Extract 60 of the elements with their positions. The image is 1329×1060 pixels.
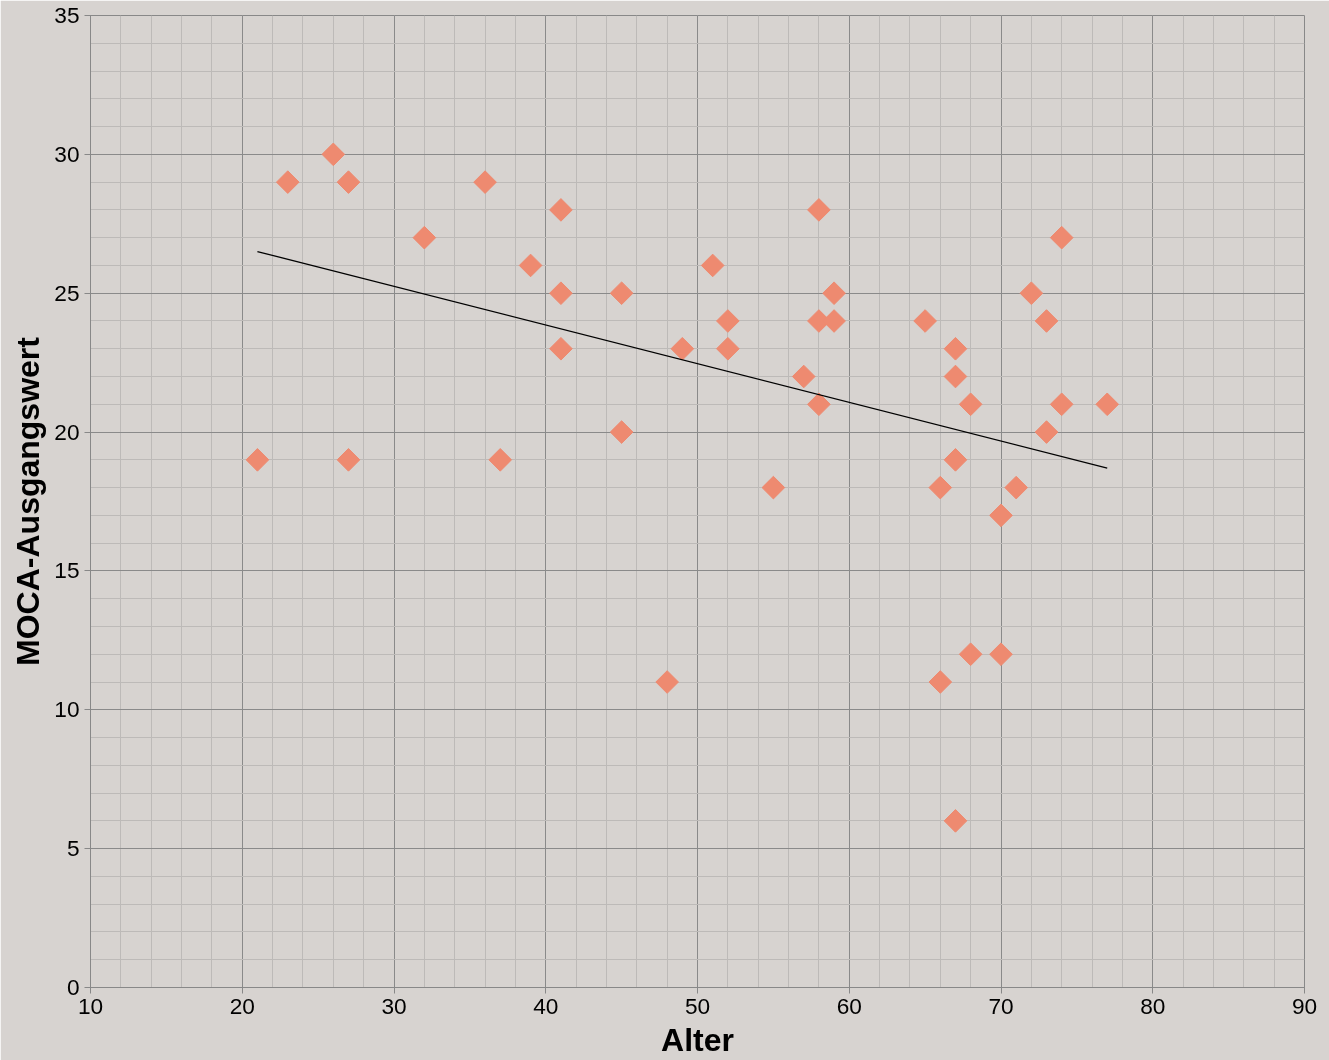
point (958, 392, 983, 417)
y-tick-label: 10 (54, 696, 80, 723)
point (518, 253, 543, 278)
point (791, 364, 816, 389)
y-tick-label: 15 (54, 557, 80, 584)
point (958, 642, 983, 667)
y-axis-title: MOCA-Ausgangswert (10, 336, 47, 666)
point (1004, 475, 1028, 500)
point (245, 448, 270, 472)
y-tick-label: 25 (54, 279, 80, 306)
point (989, 503, 1013, 528)
point (1034, 309, 1059, 333)
y-tick-label: 35 (54, 2, 80, 28)
point (716, 309, 740, 333)
x-tick-label: 90 (1291, 992, 1318, 1019)
point (412, 225, 437, 250)
x-tick-label: 60 (836, 992, 862, 1019)
point (336, 448, 361, 472)
point (943, 336, 968, 361)
x-tick-label: 30 (381, 992, 407, 1019)
point (336, 170, 361, 194)
point (1049, 392, 1074, 417)
y-tick-label: 0 (66, 974, 80, 1000)
point (943, 448, 968, 472)
point (609, 420, 634, 444)
point (700, 253, 725, 278)
point (1095, 392, 1120, 417)
point (822, 281, 846, 306)
point (943, 364, 968, 389)
point (670, 336, 695, 361)
point (488, 448, 513, 472)
y-tick-label: 20 (54, 418, 80, 445)
point (321, 142, 346, 167)
point (761, 475, 786, 500)
x-tick-label: 20 (229, 992, 255, 1019)
point (1019, 281, 1044, 306)
point (928, 475, 953, 500)
point (1049, 225, 1074, 250)
y-tick-label: 30 (54, 140, 80, 167)
point (928, 670, 953, 694)
x-tick-label: 50 (684, 992, 711, 1019)
point (913, 309, 937, 333)
point (943, 809, 968, 833)
point (275, 170, 300, 194)
point (716, 336, 740, 361)
y-tick-label: 5 (66, 835, 80, 862)
point (549, 281, 573, 306)
x-tick-label: 40 (533, 992, 559, 1019)
point (1034, 420, 1059, 444)
point (655, 670, 679, 694)
point (989, 642, 1013, 667)
x-axis-title: Alter (661, 1021, 734, 1058)
point (473, 170, 497, 194)
x-tick-label: 80 (1140, 992, 1166, 1019)
point (549, 336, 573, 361)
x-tick-label: 70 (988, 992, 1014, 1019)
point (549, 198, 573, 222)
point (609, 281, 634, 306)
point (807, 392, 831, 417)
point (807, 198, 831, 222)
